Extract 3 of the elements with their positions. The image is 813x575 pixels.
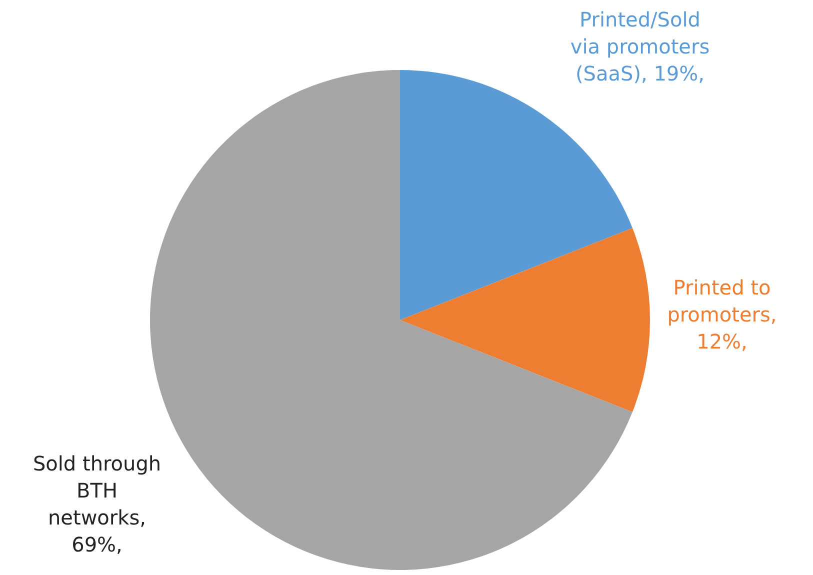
slice-label: Sold through BTH networks, 69%, xyxy=(32,452,162,556)
slice-label: Printed/Sold via promoters (SaaS), 19%, xyxy=(570,8,710,86)
slice-label: Printed to promoters, 12%, xyxy=(667,276,777,354)
